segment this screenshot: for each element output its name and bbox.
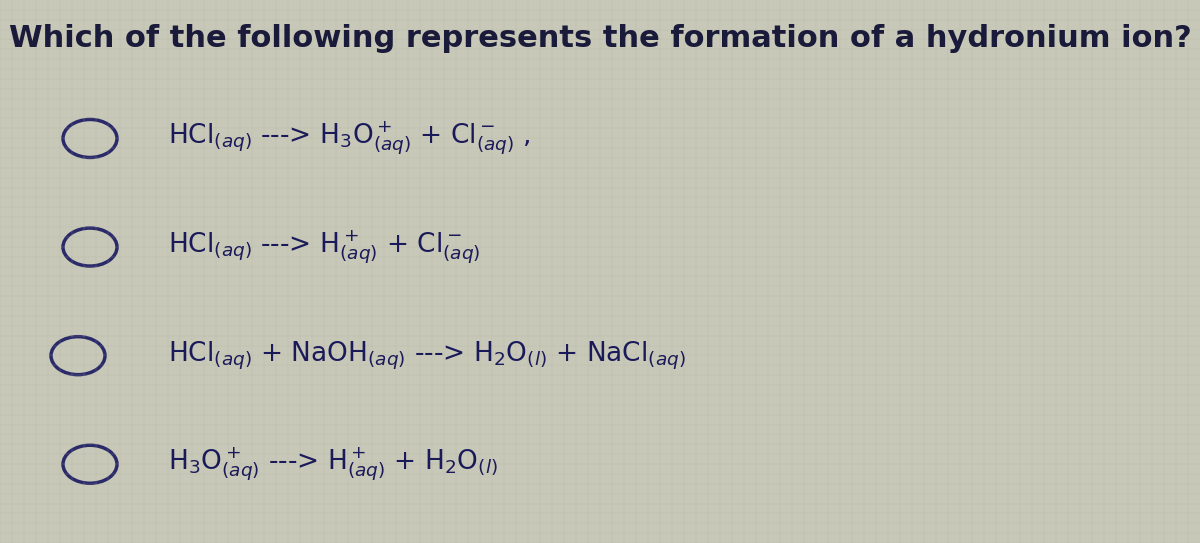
Text: HCl$_{(aq)}$ ---> H$^+_{(aq)}$ + Cl$^-_{(aq)}$: HCl$_{(aq)}$ ---> H$^+_{(aq)}$ + Cl$^-_{… (168, 228, 480, 266)
Text: HCl$_{(aq)}$ + NaOH$_{(aq)}$ ---> H$_2$O$_{(l)}$ + NaCl$_{(aq)}$: HCl$_{(aq)}$ + NaOH$_{(aq)}$ ---> H$_2$O… (168, 339, 685, 372)
Text: H$_3$O$^+_{(aq)}$ ---> H$^+_{(aq)}$ + H$_2$O$_{(l)}$: H$_3$O$^+_{(aq)}$ ---> H$^+_{(aq)}$ + H$… (168, 445, 498, 483)
Text: HCl$_{(aq)}$ ---> H$_3$O$^+_{(aq)}$ + Cl$^-_{(aq)}$ ,: HCl$_{(aq)}$ ---> H$_3$O$^+_{(aq)}$ + Cl… (168, 119, 530, 157)
Text: Which of the following represents the formation of a hydronium ion?: Which of the following represents the fo… (8, 23, 1192, 53)
